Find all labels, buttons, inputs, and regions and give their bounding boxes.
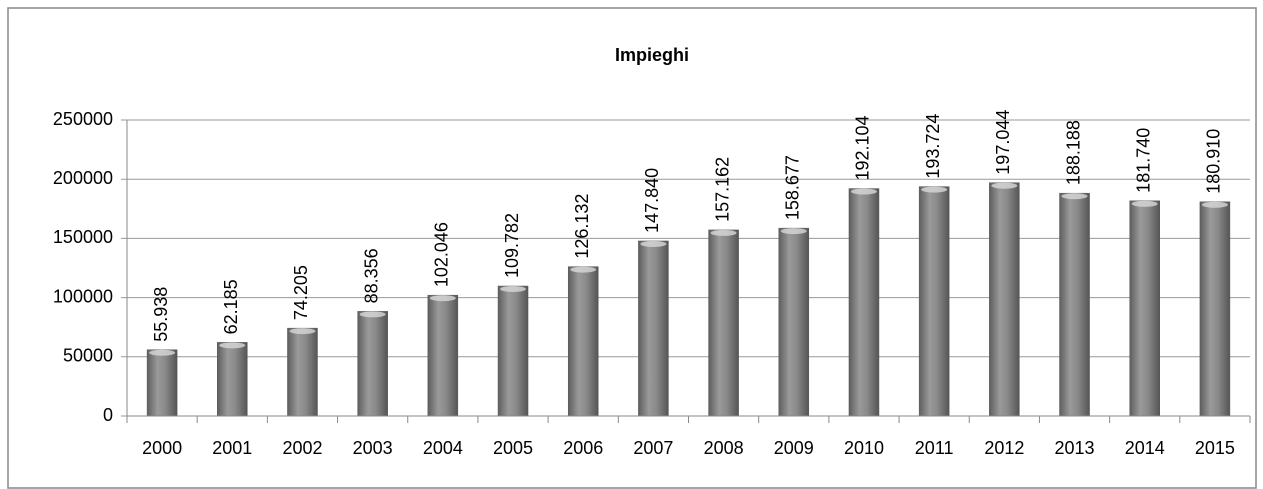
bar-cap (991, 182, 1018, 189)
bar-cap (1131, 200, 1158, 207)
x-tick-label: 2015 (1195, 438, 1235, 458)
value-label: 74.205 (291, 265, 311, 320)
x-tick-label: 2001 (212, 438, 252, 458)
chart-frame (7, 7, 1257, 489)
bar (427, 294, 459, 417)
value-label: 88.356 (361, 248, 381, 303)
bar-cap (921, 186, 948, 193)
y-tick-label: 0 (103, 405, 113, 425)
value-label: 181.740 (1133, 128, 1153, 193)
value-label: 55.938 (151, 287, 171, 342)
y-tick-label: 250000 (53, 109, 113, 129)
x-tick-label: 2007 (633, 438, 673, 458)
x-tick-label: 2008 (704, 438, 744, 458)
bar-cap (149, 349, 176, 356)
x-tick-label: 2002 (282, 438, 322, 458)
bar (638, 240, 669, 417)
x-tick-label: 2004 (423, 438, 463, 458)
value-label: 102.046 (432, 222, 452, 287)
x-tick-label: 2005 (493, 438, 533, 458)
bar-cap (1061, 193, 1088, 200)
value-label: 188.188 (1063, 120, 1083, 185)
bar-cap (570, 266, 597, 273)
x-tick-label: 2006 (563, 438, 603, 458)
x-tick-label: 2009 (774, 438, 814, 458)
bar (217, 342, 248, 417)
bar (778, 227, 810, 417)
value-label: 62.185 (221, 279, 241, 334)
bar (287, 327, 318, 417)
x-tick-label: 2014 (1125, 438, 1165, 458)
value-label: 180.910 (1204, 129, 1224, 194)
value-label: 126.132 (572, 194, 592, 259)
bar-cap (780, 228, 807, 235)
bar (989, 182, 1020, 417)
bar (1059, 192, 1090, 417)
y-tick-label: 200000 (53, 168, 113, 188)
value-label: 197.044 (993, 110, 1013, 175)
bar (146, 349, 178, 417)
value-label: 192.104 (853, 115, 873, 180)
x-tick-label: 2013 (1055, 438, 1095, 458)
bar-cap (1201, 201, 1228, 208)
bar (918, 186, 950, 417)
bar-cap (710, 229, 737, 236)
value-label: 158.677 (783, 155, 803, 220)
chart-title: Impieghi (615, 45, 689, 65)
x-tick-label: 2010 (844, 438, 884, 458)
bar-cap (850, 188, 877, 195)
y-tick-label: 150000 (53, 227, 113, 247)
bar (497, 285, 529, 417)
x-tick-label: 2003 (353, 438, 393, 458)
x-tick-label: 2000 (142, 438, 182, 458)
bar-cap (640, 240, 667, 247)
value-label: 193.724 (923, 114, 943, 179)
bar-cap (429, 295, 456, 302)
x-tick-label: 2011 (915, 438, 954, 458)
y-tick-label: 100000 (53, 286, 113, 306)
x-tick-label: 2012 (984, 438, 1024, 458)
y-tick-label: 50000 (63, 346, 113, 366)
value-label: 157.162 (712, 157, 732, 222)
value-label: 109.782 (502, 213, 522, 278)
bar (567, 266, 599, 417)
bar-cap (500, 286, 527, 293)
bar-cap (289, 328, 316, 335)
bar (848, 188, 880, 417)
bar (1199, 201, 1231, 417)
bar (708, 229, 739, 417)
bar-cap (219, 342, 246, 349)
bar (1129, 200, 1160, 417)
bar-cap (359, 311, 386, 318)
value-label: 147.840 (642, 168, 662, 233)
bar (357, 311, 388, 417)
